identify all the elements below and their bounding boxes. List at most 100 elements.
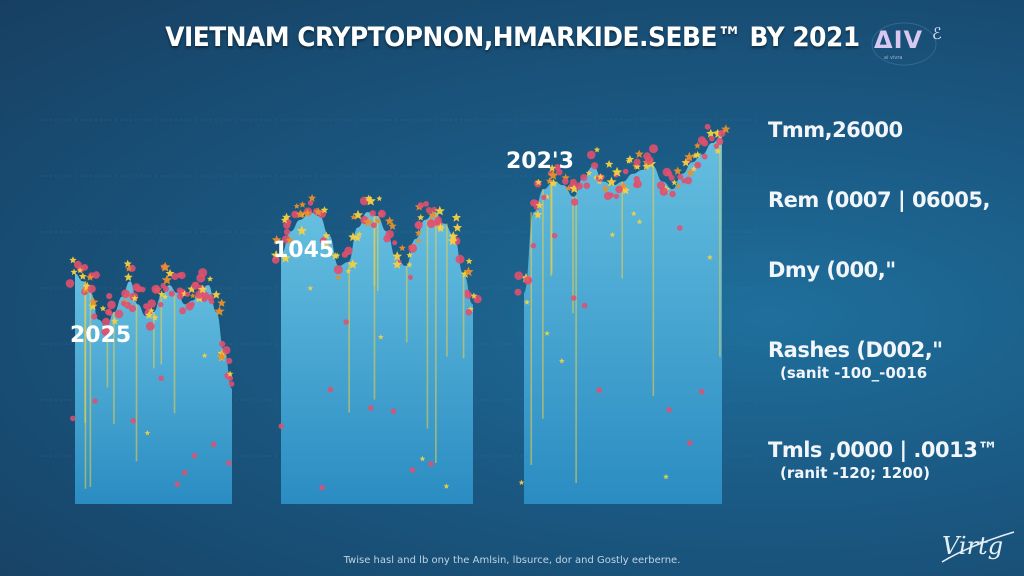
red-marker (343, 319, 350, 325)
red-marker (704, 123, 711, 130)
yellow-star-marker (201, 352, 208, 359)
area-blocks (65, 123, 731, 505)
yellow-star-marker (214, 306, 225, 316)
yellow-star-marker (151, 314, 159, 321)
signature: Virtg (942, 532, 1004, 560)
red-marker (633, 158, 641, 166)
red-marker (121, 289, 130, 299)
yellow-star-marker (406, 251, 413, 258)
group-label: 2025 (70, 323, 131, 348)
yellow-star-marker (131, 294, 139, 302)
red-marker (320, 237, 327, 244)
red-marker (87, 284, 96, 293)
yellow-star-marker (308, 193, 317, 202)
yellow-star-marker (633, 163, 641, 170)
red-marker (176, 287, 184, 294)
red-marker (121, 300, 127, 307)
red-marker (226, 357, 233, 364)
red-marker (570, 198, 579, 206)
yellow-star-marker (216, 351, 227, 361)
red-marker (677, 173, 684, 180)
red-marker (74, 260, 82, 269)
yellow-star-marker (559, 358, 565, 364)
yellow-star-marker (363, 217, 374, 227)
red-marker (570, 295, 577, 301)
red-marker (530, 199, 538, 207)
yellow-star-marker (345, 268, 352, 274)
yellow-star-marker (693, 142, 701, 149)
area-block-1 (65, 256, 235, 504)
red-marker (102, 317, 111, 326)
group-label: 1045 (273, 238, 334, 263)
yellow-star-marker (642, 162, 651, 170)
yellow-star-marker (415, 237, 422, 244)
yellow-star-marker (535, 178, 542, 186)
annotation-item: Dmy (000," (768, 258, 896, 282)
yellow-star-marker (78, 272, 87, 280)
red-marker (417, 202, 424, 209)
chart-title-text: VIETNAM CRYPTOPNON,HMARKIDE.SEBE™ BY 202… (164, 22, 860, 53)
annotation-main-text: Dmy (000," (768, 258, 896, 282)
yellow-star-marker (374, 217, 382, 224)
red-marker (341, 251, 349, 258)
yellow-star-marker (535, 201, 544, 209)
red-marker (562, 178, 569, 185)
red-marker (684, 176, 693, 185)
logo-badge-icon (871, 22, 937, 66)
red-marker (189, 301, 195, 307)
red-marker (228, 381, 235, 387)
red-marker (464, 289, 470, 295)
yellow-star-marker (693, 150, 702, 158)
red-marker (139, 286, 146, 293)
yellow-star-marker (295, 209, 305, 219)
yellow-star-marker (707, 254, 713, 260)
yellow-star-marker (296, 225, 307, 236)
red-marker (575, 182, 583, 190)
yellow-star-marker (293, 203, 300, 209)
red-marker (219, 340, 226, 348)
yellow-star-marker (323, 242, 330, 249)
red-marker (92, 271, 100, 279)
red-marker (370, 222, 377, 229)
yellow-star-marker (533, 210, 543, 219)
red-marker (656, 181, 666, 190)
yellow-star-marker (684, 151, 695, 162)
red-marker (514, 271, 523, 281)
yellow-star-marker (307, 285, 314, 291)
yellow-star-marker (110, 317, 119, 325)
yellow-star-marker (320, 206, 329, 214)
red-marker (409, 467, 416, 473)
yellow-star-marker (217, 298, 227, 307)
yellow-star-marker (544, 330, 550, 336)
red-marker (114, 309, 124, 319)
red-marker (514, 288, 522, 296)
yellow-star-marker (353, 234, 362, 242)
red-marker (70, 415, 76, 422)
red-marker (327, 386, 334, 393)
red-marker (158, 301, 164, 308)
yellow-star-marker (280, 216, 289, 224)
yellow-star-marker (144, 430, 151, 436)
red-marker (586, 150, 596, 160)
red-marker (694, 161, 702, 169)
yellow-star-marker (76, 267, 84, 274)
yellow-star-marker (548, 164, 557, 172)
yellow-star-marker (690, 165, 698, 172)
yellow-star-marker (365, 195, 376, 206)
yellow-star-marker (302, 208, 313, 218)
red-marker (195, 290, 204, 299)
annotation-sub-text: (ranit -120; 1200) (780, 464, 930, 482)
red-marker (333, 265, 343, 275)
yellow-star-marker (609, 231, 616, 238)
yellow-star-marker (322, 231, 331, 240)
red-marker (106, 293, 113, 300)
annotation-item: Rashes (D002," (sanit -100_-0016 (768, 338, 943, 382)
yellow-star-marker (161, 274, 172, 285)
logo-glyph-icon: ℰ (932, 24, 942, 43)
red-marker (392, 240, 398, 246)
area-block-2 (271, 193, 482, 504)
red-marker (107, 300, 116, 310)
yellow-star-marker (124, 272, 133, 281)
yellow-star-marker (144, 310, 154, 319)
annotation-main-text: Tmls ,0000 | .0013™ (768, 438, 998, 462)
